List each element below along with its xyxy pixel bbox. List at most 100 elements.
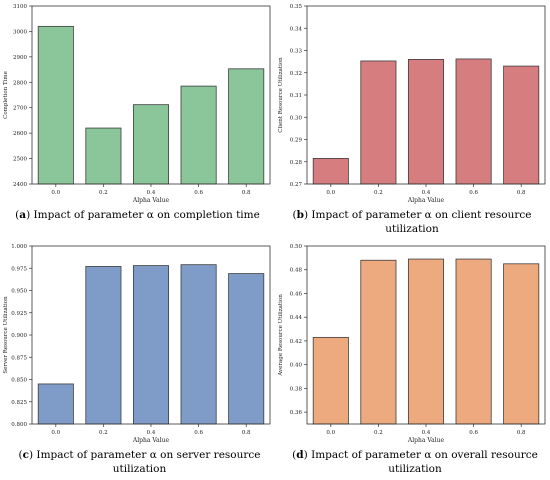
y-tick-label: 2800 <box>13 80 27 86</box>
bar-chart-overall-utilization: 0.36 0.38 0.40 0.42 0.44 0.46 0.48 0.50 0.0 0.2 0.… <box>278 244 546 444</box>
x-axis-label: Alpha Value <box>407 437 445 444</box>
caption-c-letter: c <box>22 449 29 461</box>
y-tick-label: 0.825 <box>11 400 27 406</box>
caption-b: (b) Impact of parameter α on client reso… <box>292 209 532 235</box>
y-tick-label: 3000 <box>13 29 27 35</box>
caption-d: (d) Impact of parameter α on overall res… <box>292 449 538 475</box>
bar-chart-server-utilization: 0.800 0.825 0.850 0.875 0.900 0.925 0.950 0.975… <box>3 244 271 444</box>
x-tick-label: 0.4 <box>147 430 156 436</box>
y-tick-label: 0.28 <box>290 160 303 166</box>
x-tick-label: 0.6 <box>469 190 478 196</box>
x-tick-label: 0.2 <box>374 190 383 196</box>
bar-0.0 <box>312 336 349 425</box>
y-tick-label: 0.38 <box>290 386 303 392</box>
x-tick-label: 0.0 <box>51 430 60 436</box>
bar-0.2 <box>85 266 122 425</box>
x-tick-label: 0.2 <box>99 190 108 196</box>
y-tick-label: 0.35 <box>290 4 303 10</box>
y-tick-label: 0.975 <box>11 266 27 272</box>
caption-d-text: Impact of parameter α on overall resourc… <box>311 449 538 475</box>
y-tick-label: 0.30 <box>290 115 303 121</box>
y-axis-label: Completion Time <box>3 71 9 119</box>
bar-0.6 <box>455 58 492 185</box>
x-tick-label: 0.6 <box>469 430 478 436</box>
bar-0.2 <box>85 127 122 185</box>
y-tick-label: 0.27 <box>290 182 303 188</box>
bar-0.8 <box>228 273 265 425</box>
y-tick-label: 0.32 <box>290 71 302 77</box>
bar-0.8 <box>503 65 540 185</box>
bar-0.2 <box>360 60 397 185</box>
y-tick-label: 0.50 <box>290 244 303 250</box>
x-tick-label: 0.2 <box>374 430 383 436</box>
bar-0.6 <box>455 258 492 425</box>
chart-panel-c: 0.800 0.825 0.850 0.875 0.900 0.925 0.950 0.975… <box>0 240 275 445</box>
x-tick-label: 0.6 <box>194 190 203 196</box>
chart-panel-d: 0.36 0.38 0.40 0.42 0.44 0.46 0.48 0.50 0.0 0.2 0.… <box>275 240 550 445</box>
y-tick-label: 1.000 <box>11 244 27 250</box>
x-tick-label: 0.4 <box>422 430 431 436</box>
y-tick-label: 0.925 <box>11 311 27 317</box>
caption-a: (a) Impact of parameter α on completion … <box>15 209 260 221</box>
caption-a-letter: a <box>19 209 27 221</box>
y-tick-label: 0.46 <box>290 291 303 297</box>
chart-panel-b: 0.27 0.28 0.29 0.30 0.31 0.32 0.33 0.34 0.35 0.0 0… <box>275 0 550 205</box>
y-tick-label: 0.800 <box>11 422 27 428</box>
y-tick-label: 0.950 <box>11 289 27 295</box>
x-tick-label: 0.8 <box>242 430 251 436</box>
x-tick-label: 0.4 <box>422 190 431 196</box>
bar-0.4 <box>132 265 170 425</box>
y-tick-label: 0.29 <box>290 138 303 144</box>
y-tick-label: 0.34 <box>290 26 303 32</box>
y-tick-label: 0.900 <box>11 333 27 339</box>
x-tick-label: 0.6 <box>194 430 203 436</box>
x-tick-label: 0.0 <box>326 430 335 436</box>
y-axis-label: Average Resource Utilization <box>278 294 284 377</box>
y-tick-label: 0.48 <box>290 268 303 274</box>
chart-panel-a: 2400 2500 2600 2700 2800 2900 3000 3100 0.0 0.2 0.… <box>0 0 275 205</box>
bar-0.6 <box>180 85 217 185</box>
bar-chart-client-utilization: 0.27 0.28 0.29 0.30 0.31 0.32 0.33 0.34 0.35 0.0 0… <box>278 4 546 204</box>
y-tick-label: 0.31 <box>290 93 302 99</box>
bar-0.8 <box>503 263 540 425</box>
caption-a-text: Impact of parameter α on completion time <box>33 209 260 221</box>
x-tick-label: 0.0 <box>51 190 60 196</box>
y-tick-label: 2600 <box>13 131 27 137</box>
bar-0.0 <box>37 383 74 425</box>
x-axis-label: Alpha Value <box>132 437 170 444</box>
x-tick-label: 0.8 <box>517 430 526 436</box>
x-tick-label: 0.8 <box>242 190 251 196</box>
x-tick-label: 0.0 <box>326 190 335 196</box>
x-tick-label: 0.8 <box>517 190 526 196</box>
bar-0.8 <box>228 68 265 185</box>
bar-chart-completion-time: 2400 2500 2600 2700 2800 2900 3000 3100 0.0 0.2 0.… <box>3 4 271 204</box>
bar-0.4 <box>407 258 445 425</box>
y-tick-label: 2900 <box>13 55 27 61</box>
y-tick-label: 2400 <box>13 182 27 188</box>
y-tick-label: 0.33 <box>290 49 303 55</box>
y-tick-label: 0.875 <box>11 355 27 361</box>
caption-c-text: Impact of parameter α on server resource… <box>36 449 261 475</box>
y-tick-label: 0.42 <box>290 339 302 345</box>
y-tick-label: 2500 <box>13 157 27 163</box>
bar-0.0 <box>312 158 349 185</box>
caption-d-letter: d <box>296 449 304 461</box>
bar-0.4 <box>407 59 445 185</box>
bar-0.4 <box>132 104 170 185</box>
caption-b-text: Impact of parameter α on client resource… <box>311 209 532 235</box>
y-tick-label: 2700 <box>13 106 27 112</box>
bar-0.6 <box>180 264 217 425</box>
x-tick-label: 0.2 <box>99 430 108 436</box>
caption-c: (c) Impact of parameter α on server reso… <box>18 449 261 475</box>
y-tick-label: 3100 <box>13 4 27 10</box>
y-axis-label: Client Resource Utilization <box>278 57 284 133</box>
y-tick-label: 0.40 <box>290 363 303 369</box>
bar-0.2 <box>360 259 397 425</box>
y-tick-label: 0.44 <box>290 315 303 321</box>
x-axis-label: Alpha Value <box>407 197 445 204</box>
caption-b-letter: b <box>296 209 304 221</box>
bar-0.0 <box>37 25 74 185</box>
y-tick-label: 0.36 <box>290 410 303 416</box>
x-tick-label: 0.4 <box>147 190 156 196</box>
y-tick-label: 0.850 <box>11 378 27 384</box>
